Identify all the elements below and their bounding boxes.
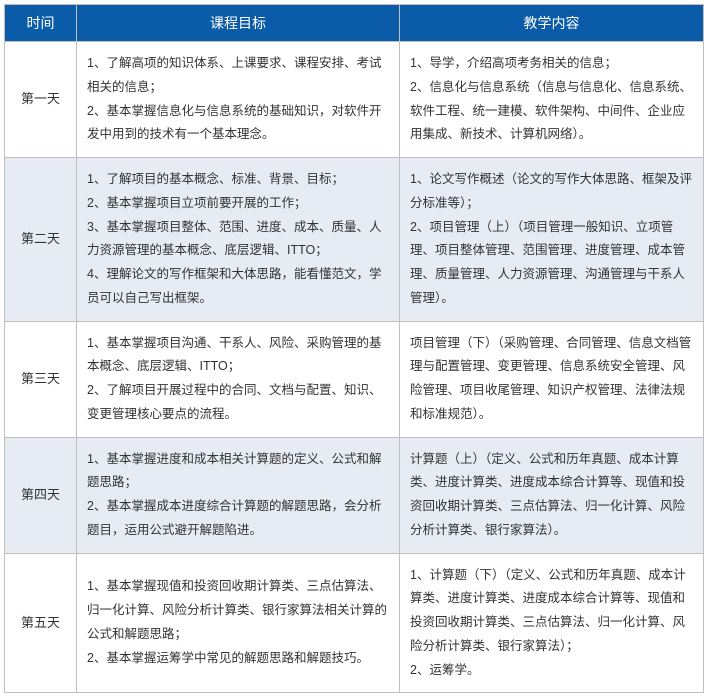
objective-cell: 1、了解高项的知识体系、上课要求、课程安排、考试相关的信息；2、基本掌握信息化与… [77,42,400,158]
content-cell: 项目管理（下）（采购管理、合同管理、信息文档管理与配置管理、变更管理、信息系统安… [400,321,704,437]
header-content: 教学内容 [400,5,704,42]
table-row: 第一天1、了解高项的知识体系、上课要求、课程安排、考试相关的信息；2、基本掌握信… [5,42,704,158]
content-cell: 1、导学，介绍高项考务相关的信息；2、信息化与信息系统（信息与信息化、信息系统、… [400,42,704,158]
objective-item: 2、基本掌握成本进度综合计算题的解题思路，会分析题目，运用公式避开解题陷进。 [87,495,389,543]
header-objective: 课程目标 [77,5,400,42]
objective-cell: 1、基本掌握项目沟通、干系人、风险、采购管理的基本概念、底层逻辑、ITTO；2、… [77,321,400,437]
objective-item: 2、基本掌握运筹学中常见的解题思路和解题技巧。 [87,647,389,671]
objective-cell: 1、基本掌握进度和成本相关计算题的定义、公式和解题思路；2、基本掌握成本进度综合… [77,437,400,553]
content-item: 项目管理（下）（采购管理、合同管理、信息文档管理与配置管理、变更管理、信息系统安… [410,332,693,427]
objective-item: 1、基本掌握现值和投资回收期计算类、三点估算法、归一化计算、风险分析计算类、银行… [87,575,389,646]
objective-item: 1、基本掌握项目沟通、干系人、风险、采购管理的基本概念、底层逻辑、ITTO； [87,332,389,380]
objective-item: 2、基本掌握信息化与信息系统的基础知识，对软件开发中用到的技术有一个基本理念。 [87,100,389,148]
objective-item: 1、了解高项的知识体系、上课要求、课程安排、考试相关的信息； [87,52,389,100]
time-cell: 第三天 [5,321,77,437]
content-item: 1、导学，介绍高项考务相关的信息； [410,52,693,76]
objective-item: 2、了解项目开展过程中的合同、文档与配置、知识、变更管理核心要点的流程。 [87,379,389,427]
table-row: 第二天1、了解项目的基本概念、标准、背景、目标；2、基本掌握项目立项前要开展的工… [5,158,704,322]
content-item: 2、项目管理（上）（项目管理一般知识、立项管理、项目整体管理、范围管理、进度管理… [410,216,693,311]
time-cell: 第五天 [5,553,77,693]
content-item: 2、信息化与信息系统（信息与信息化、信息系统、软件工程、统一建模、软件架构、中间… [410,76,693,147]
objective-item: 2、基本掌握项目立项前要开展的工作； [87,192,389,216]
objective-item: 1、了解项目的基本概念、标准、背景、目标； [87,168,389,192]
objective-item: 4、理解论文的写作框架和大体思路，能看懂范文，学员可以自己写出框架。 [87,263,389,311]
content-item: 1、计算题（下）（定义、公式和历年真题、成本计算类、进度计算类、进度成本综合计算… [410,564,693,659]
content-item: 2、运筹学。 [410,659,693,683]
objective-item: 3、基本掌握项目整体、范围、进度、成本、质量、人力资源管理的基本概念、底层逻辑、… [87,216,389,264]
table-row: 第三天1、基本掌握项目沟通、干系人、风险、采购管理的基本概念、底层逻辑、ITTO… [5,321,704,437]
table-row: 第四天1、基本掌握进度和成本相关计算题的定义、公式和解题思路；2、基本掌握成本进… [5,437,704,553]
content-cell: 计算题（上）（定义、公式和历年真题、成本计算类、进度计算类、进度成本综合计算等、… [400,437,704,553]
content-item: 1、论文写作概述（论文的写作大体思路、框架及评分标准等）； [410,168,693,216]
objective-item: 1、基本掌握进度和成本相关计算题的定义、公式和解题思路； [87,448,389,496]
table-row: 第五天1、基本掌握现值和投资回收期计算类、三点估算法、归一化计算、风险分析计算类… [5,553,704,693]
time-cell: 第四天 [5,437,77,553]
time-cell: 第一天 [5,42,77,158]
schedule-table: 时间 课程目标 教学内容 第一天1、了解高项的知识体系、上课要求、课程安排、考试… [4,4,704,693]
time-cell: 第二天 [5,158,77,322]
content-cell: 1、计算题（下）（定义、公式和历年真题、成本计算类、进度计算类、进度成本综合计算… [400,553,704,693]
header-row: 时间 课程目标 教学内容 [5,5,704,42]
objective-cell: 1、了解项目的基本概念、标准、背景、目标；2、基本掌握项目立项前要开展的工作；3… [77,158,400,322]
content-item: 计算题（上）（定义、公式和历年真题、成本计算类、进度计算类、进度成本综合计算等、… [410,448,693,543]
content-cell: 1、论文写作概述（论文的写作大体思路、框架及评分标准等）；2、项目管理（上）（项… [400,158,704,322]
objective-cell: 1、基本掌握现值和投资回收期计算类、三点估算法、归一化计算、风险分析计算类、银行… [77,553,400,693]
header-time: 时间 [5,5,77,42]
